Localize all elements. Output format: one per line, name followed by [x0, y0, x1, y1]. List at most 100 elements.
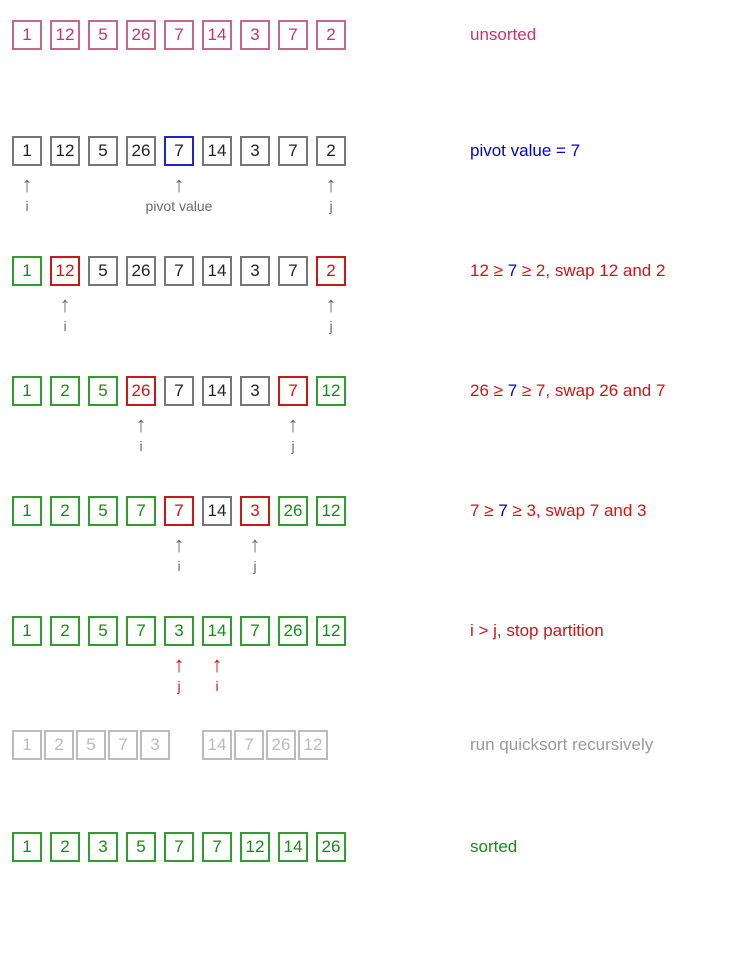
array-cell: 3: [164, 616, 194, 646]
array-cell: 26: [126, 20, 156, 50]
pointer-row: ↑i↑j: [12, 412, 732, 470]
array-cell: 26: [126, 256, 156, 286]
arrow-up-icon: ↑: [326, 174, 337, 196]
array-cell: 7: [234, 730, 264, 760]
array-cell: 3: [140, 730, 170, 760]
array-cell: 1: [12, 376, 42, 406]
pointer-label: i: [215, 678, 218, 694]
pointer-label: i: [63, 318, 66, 334]
array-cell: 5: [88, 136, 118, 166]
array-cell: 7: [164, 376, 194, 406]
row-caption: 12 ≥ 7 ≥ 2, swap 12 and 2: [470, 256, 665, 286]
diagram-row: 112526714372unsorted: [12, 20, 732, 50]
pointer-label: j: [329, 198, 332, 214]
array-cell: 2: [50, 832, 80, 862]
array-cell: 1: [12, 496, 42, 526]
array-cell: 5: [126, 832, 156, 862]
vertical-gap: [12, 766, 732, 832]
arrow-up-icon: ↑: [60, 294, 71, 316]
array-cell: 1: [12, 256, 42, 286]
row-caption: unsorted: [470, 20, 536, 50]
array-cell: 12: [298, 730, 328, 760]
arrow-up-icon: ↑: [288, 414, 299, 436]
caption-segment: run quicksort recursively: [470, 735, 653, 754]
array-cell: 5: [88, 256, 118, 286]
pointer-row: ↑ i ↑ j: [12, 532, 732, 590]
array-cell: 1: [12, 616, 42, 646]
arrow-up-icon: ↑: [174, 654, 185, 676]
arrow-up-icon: ↑: [212, 654, 223, 676]
array-cell: 3: [88, 832, 118, 862]
array-cell: 26: [126, 136, 156, 166]
caption-segment: 26 ≥: [470, 381, 508, 400]
array-cell: 26: [316, 832, 346, 862]
cell-group: 125731472612: [12, 730, 440, 760]
array-cell: 26: [278, 496, 308, 526]
array-cell: 1: [12, 136, 42, 166]
cell-group: 112526714372: [12, 20, 440, 50]
vertical-gap: [12, 710, 732, 730]
caption-segment: unsorted: [470, 25, 536, 44]
quicksort-diagram: 112526714372unsorted112526714372pivot va…: [12, 20, 732, 862]
array-cell: 5: [88, 616, 118, 646]
pointer-label: i: [139, 438, 142, 454]
row-caption: 26 ≥ 7 ≥ 7, swap 26 and 7: [470, 376, 665, 406]
array-cell: 2: [316, 20, 346, 50]
array-cell: 5: [88, 376, 118, 406]
cell-spacer: [172, 730, 200, 760]
caption-segment: ≥ 7, swap 26 and 7: [517, 381, 665, 400]
row-caption: pivot value = 7: [470, 136, 580, 166]
array-cell: 7: [126, 496, 156, 526]
array-cell: 7: [164, 136, 194, 166]
array-cell: 2: [50, 616, 80, 646]
row-caption: i > j, stop partition: [470, 616, 604, 646]
array-cell: 5: [88, 20, 118, 50]
diagram-row: 1257714326127 ≥ 7 ≥ 3, swap 7 and 3: [12, 496, 732, 526]
arrow-up-icon: ↑: [174, 534, 185, 556]
array-cell: 1: [12, 20, 42, 50]
arrow-up-icon: ↑: [250, 534, 261, 556]
arrow-up-icon: ↑: [326, 294, 337, 316]
array-cell: 14: [202, 730, 232, 760]
caption-segment: sorted: [470, 837, 517, 856]
array-cell: 7: [164, 832, 194, 862]
array-cell: 3: [240, 136, 270, 166]
array-cell: 7: [164, 256, 194, 286]
array-cell: 7: [278, 376, 308, 406]
pointer-row: ↑i↑pivot value↑j: [12, 172, 732, 230]
cell-group: 112526714372: [12, 256, 440, 286]
caption-segment: 7 ≥: [470, 501, 498, 520]
array-cell: 7: [202, 832, 232, 862]
array-cell: 12: [240, 832, 270, 862]
array-cell: 26: [266, 730, 296, 760]
array-cell: 12: [316, 616, 346, 646]
array-cell: 2: [50, 496, 80, 526]
caption-segment: i > j, stop partition: [470, 621, 604, 640]
array-cell: 7: [164, 20, 194, 50]
array-cell: 14: [202, 496, 232, 526]
pointer-label: j: [329, 318, 332, 334]
row-caption: 7 ≥ 7 ≥ 3, swap 7 and 3: [470, 496, 647, 526]
array-cell: 14: [202, 376, 232, 406]
diagram-row: 12526714371226 ≥ 7 ≥ 7, swap 26 and 7: [12, 376, 732, 406]
array-cell: 2: [50, 376, 80, 406]
array-cell: 14: [278, 832, 308, 862]
cell-group: 112526714372: [12, 136, 440, 166]
caption-segment: pivot value = 7: [470, 141, 580, 160]
array-cell: 3: [240, 256, 270, 286]
arrow-up-icon: ↑: [136, 414, 147, 436]
array-cell: 14: [202, 20, 232, 50]
pointer-label: i: [177, 558, 180, 574]
array-cell: 26: [126, 376, 156, 406]
array-cell: 12: [316, 496, 346, 526]
pointer-label: j: [253, 558, 256, 574]
vertical-gap: [12, 470, 732, 496]
array-cell: 7: [278, 136, 308, 166]
array-cell: 1: [12, 730, 42, 760]
caption-segment: ≥ 3, swap 7 and 3: [508, 501, 647, 520]
array-cell: 3: [240, 376, 270, 406]
array-cell: 7: [240, 616, 270, 646]
cell-group: 125267143712: [12, 376, 440, 406]
array-cell: 1: [12, 832, 42, 862]
array-cell: 2: [316, 136, 346, 166]
